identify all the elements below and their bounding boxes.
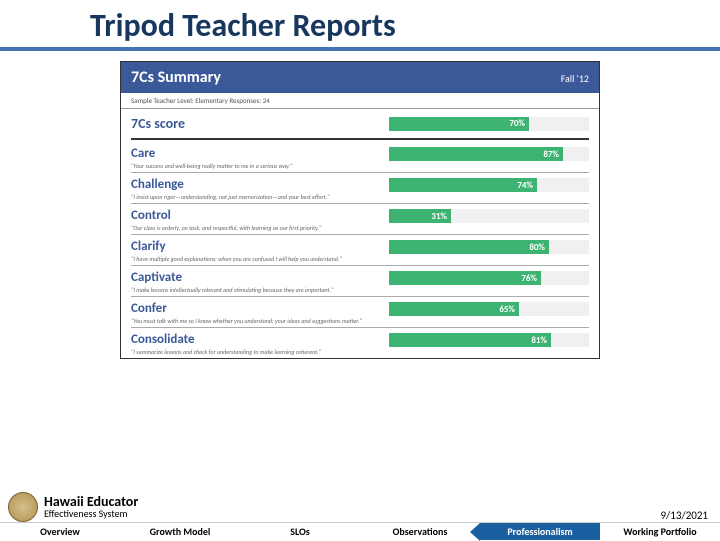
summary-meta: Sample Teacher Level: Elementary Respons… (121, 93, 599, 109)
category-bar-fill: 87% (389, 147, 563, 161)
category-desc: "Our class is orderly, on task, and resp… (131, 224, 589, 232)
category-bar: 76% (389, 271, 589, 285)
category-desc: "I insist upon rigor—understanding, not … (131, 193, 589, 201)
title-bar: Tripod Teacher Reports (0, 0, 720, 51)
summary-title: 7Cs Summary (131, 68, 221, 87)
category-bar: 31% (389, 209, 589, 223)
category-bar-fill: 80% (389, 240, 549, 254)
tab-professionalism[interactable]: Professionalism (480, 522, 600, 540)
category-desc: "I have multiple good explanations; when… (131, 255, 589, 263)
tab-overview[interactable]: Overview (0, 522, 120, 540)
category-bar-text: 80% (529, 242, 545, 253)
category-desc: "Your success and well-being really matt… (131, 162, 589, 170)
logo-text: Hawaii Educator Effectiveness System (44, 495, 138, 519)
overall-score-label: 7Cs score (131, 115, 185, 132)
category-bar: 80% (389, 240, 589, 254)
categories-list: Care87%"Your success and well-being real… (121, 142, 599, 358)
category-bar-text: 65% (499, 304, 515, 315)
footer-logo: Hawaii Educator Effectiveness System (8, 492, 138, 522)
category-bar: 87% (389, 147, 589, 161)
divider (131, 138, 589, 140)
category-bar: 81% (389, 333, 589, 347)
category-desc: "I summarize lessons and check for under… (131, 348, 589, 356)
category-bar-fill: 31% (389, 209, 451, 223)
page-title: Tripod Teacher Reports (90, 6, 720, 45)
category-consolidate: Consolidate81%"I summarize lessons and c… (121, 328, 599, 358)
tab-slos[interactable]: SLOs (240, 522, 360, 540)
summary-header: 7Cs Summary Fall '12 (121, 62, 599, 93)
overall-score-fill: 70% (389, 117, 529, 131)
seal-icon (8, 492, 38, 522)
category-bar-text: 74% (517, 180, 533, 191)
tab-working-portfolio[interactable]: Working Portfolio (600, 522, 720, 540)
category-control: Control31%"Our class is orderly, on task… (121, 204, 599, 234)
category-confer: Confer65%"You must talk with me so I kno… (121, 297, 599, 327)
category-captivate: Captivate76%"I make lessons intellectual… (121, 266, 599, 296)
overall-score-text: 70% (509, 118, 525, 129)
category-desc: "You must talk with me so I know whether… (131, 317, 589, 325)
category-bar-text: 81% (531, 335, 547, 346)
report-card: 7Cs Summary Fall '12 Sample Teacher Leve… (120, 61, 600, 359)
bottom-tabs: OverviewGrowth ModelSLOsObservationsProf… (0, 522, 720, 540)
tab-growth-model[interactable]: Growth Model (120, 522, 240, 540)
category-challenge: Challenge74%"I insist upon rigor—underst… (121, 173, 599, 203)
tab-observations[interactable]: Observations (360, 522, 480, 540)
date-stamp: 9/13/2021 (660, 509, 708, 522)
category-bar-fill: 76% (389, 271, 541, 285)
category-clarify: Clarify80%"I have multiple good explanat… (121, 235, 599, 265)
overall-score-section: 7Cs score 70% (121, 109, 599, 136)
overall-score-bar: 70% (389, 117, 589, 131)
category-bar-fill: 65% (389, 302, 519, 316)
category-bar: 74% (389, 178, 589, 192)
category-bar: 65% (389, 302, 589, 316)
category-bar-text: 76% (521, 273, 537, 284)
category-care: Care87%"Your success and well-being real… (121, 142, 599, 172)
category-bar-fill: 74% (389, 178, 537, 192)
category-bar-fill: 81% (389, 333, 551, 347)
summary-term: Fall '12 (561, 72, 589, 85)
logo-line2: Effectiveness System (44, 509, 138, 519)
category-bar-text: 87% (543, 149, 559, 160)
category-bar-text: 31% (431, 211, 447, 222)
category-desc: "I make lessons intellectually relevant … (131, 286, 589, 294)
